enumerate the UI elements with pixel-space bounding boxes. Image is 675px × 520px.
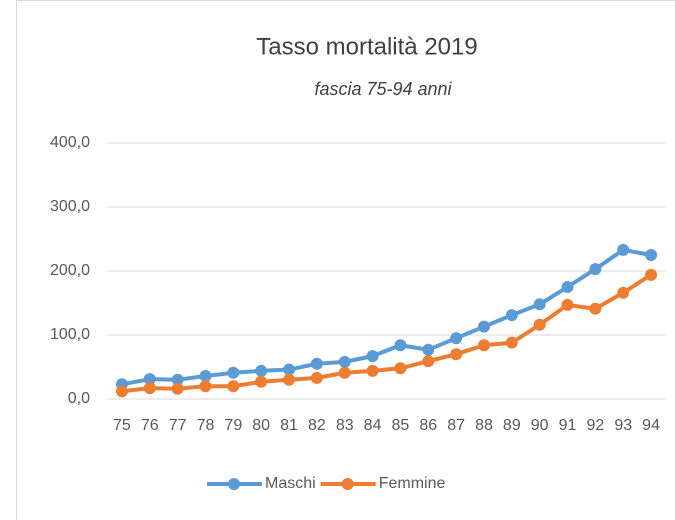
x-tick-label: 89 [503, 417, 521, 434]
point [533, 318, 546, 331]
point [477, 320, 490, 333]
chart-title: Tasso mortalità 2019 [256, 33, 477, 60]
point [366, 350, 379, 363]
point [255, 364, 268, 377]
point [310, 371, 323, 384]
legend-marker [341, 478, 354, 490]
point [199, 369, 212, 382]
point [533, 298, 546, 311]
point [338, 355, 351, 368]
point [422, 343, 435, 356]
point [310, 357, 323, 370]
point [589, 263, 602, 276]
point [645, 268, 658, 281]
legend-marker [228, 478, 240, 490]
point [143, 373, 156, 386]
point [617, 286, 630, 299]
x-tick-label: 85 [392, 417, 410, 434]
point [115, 385, 128, 398]
y-tick-label: 100,0 [50, 326, 90, 343]
point [283, 363, 296, 376]
point [283, 373, 296, 386]
x-tick-label: 93 [614, 417, 632, 434]
point [422, 355, 435, 368]
x-tick-label: 83 [336, 417, 354, 434]
x-tick-label: 84 [364, 417, 382, 434]
point [505, 309, 518, 322]
x-tick-label: 86 [419, 417, 437, 434]
point [171, 373, 184, 386]
x-tick-label: 90 [531, 417, 549, 434]
x-tick-label: 82 [308, 417, 326, 434]
point [561, 298, 574, 311]
x-tick-label: 78 [197, 417, 215, 434]
legend-label: Femmine [379, 475, 446, 492]
point [505, 336, 518, 349]
y-tick-label: 300,0 [50, 198, 90, 215]
point [450, 332, 463, 345]
x-tick-label: 77 [169, 417, 187, 434]
point [199, 380, 212, 393]
chart-frame [16, 0, 675, 520]
x-tick-label: 87 [447, 417, 465, 434]
x-tick-label: 81 [280, 417, 298, 434]
x-tick-label: 75 [113, 417, 131, 434]
point [143, 382, 156, 395]
point [171, 382, 184, 395]
x-tick-label: 76 [141, 417, 159, 434]
point [394, 339, 407, 352]
x-tick-label: 91 [559, 417, 577, 434]
y-tick-label: 200,0 [50, 262, 90, 279]
y-tick-label: 400,0 [50, 134, 90, 151]
chart-subtitle: fascia 75-94 anni [314, 79, 452, 99]
x-tick-label: 94 [642, 417, 660, 434]
point [589, 302, 602, 315]
legend-label: Maschi [265, 475, 316, 492]
x-tick-label: 88 [475, 417, 493, 434]
point [227, 366, 240, 379]
x-tick-label: 79 [224, 417, 242, 434]
x-tick-label: 80 [252, 417, 270, 434]
point [338, 366, 351, 379]
point [394, 362, 407, 375]
y-tick-label: 0,0 [68, 390, 90, 407]
point [477, 339, 490, 352]
point [366, 364, 379, 377]
point [450, 348, 463, 361]
point [227, 380, 240, 393]
x-tick-label: 92 [586, 417, 604, 434]
point [617, 243, 630, 256]
point [561, 281, 574, 293]
point [645, 249, 658, 261]
point [255, 375, 268, 388]
